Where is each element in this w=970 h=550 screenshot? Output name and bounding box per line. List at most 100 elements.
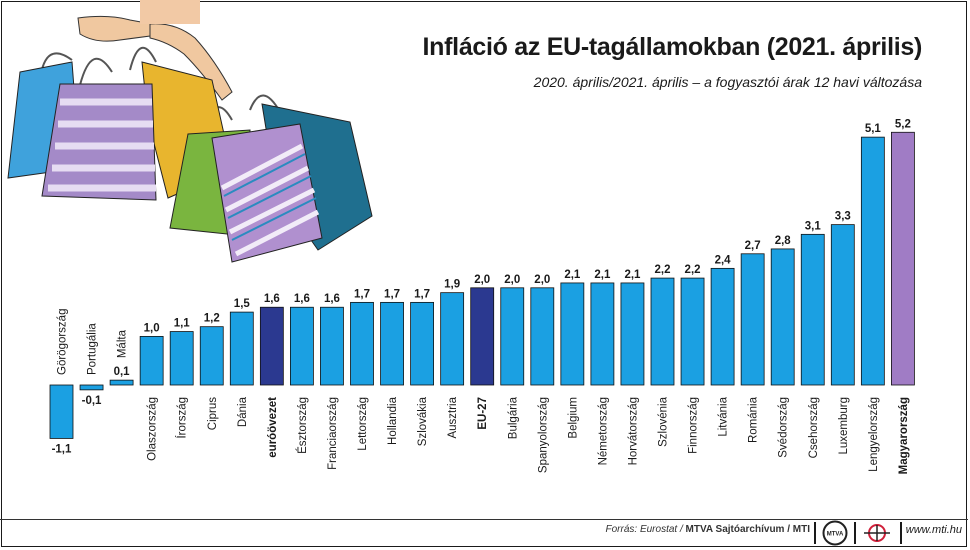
category-label: Luxemburg	[838, 397, 850, 455]
value-label: 3,3	[835, 211, 851, 223]
source-credit: Forrás: Eurostat / MTVA Sajtóarchívum / …	[606, 524, 811, 535]
category-label: Dánia	[237, 396, 249, 427]
value-label: 5,1	[865, 123, 882, 135]
category-label: Litvánia	[718, 396, 730, 436]
value-label: 1,6	[264, 293, 280, 305]
value-label: 3,1	[805, 220, 822, 232]
source-bold: MTVA Sajtóarchívum / MTI	[685, 524, 810, 535]
bar-svedorszag	[770, 248, 795, 386]
value-label: 1,1	[174, 318, 191, 330]
bar-franciaorszag	[320, 306, 344, 386]
bar-malta	[109, 379, 134, 386]
value-label: 2,7	[745, 240, 761, 252]
shopping-bags-illustration	[7, 0, 373, 263]
value-label: 2,8	[775, 235, 792, 247]
bar-magyarorszag	[891, 131, 915, 386]
category-label: Szlovénia	[658, 396, 670, 446]
bar-irorszag	[169, 331, 194, 386]
chart-subtitle: 2020. április/2021. április – a fogyaszt…	[533, 74, 922, 90]
bar-spanyolorszag	[530, 287, 555, 386]
category-label: Románia	[748, 396, 760, 443]
footer-separator	[854, 522, 856, 544]
category-label: Görögország	[57, 309, 69, 375]
bar-csehorszag	[800, 233, 825, 386]
value-label: 1,7	[414, 288, 430, 300]
bar-gorogorszag	[49, 384, 74, 439]
category-label: Ausztria	[447, 396, 459, 438]
category-label: Belgium	[567, 397, 579, 439]
category-label: Lengyelország	[868, 397, 880, 472]
value-label: 2,0	[504, 274, 520, 286]
value-label: 1,7	[354, 288, 370, 300]
source-prefix: Forrás: Eurostat /	[605, 524, 686, 535]
value-label: 2,2	[655, 264, 671, 276]
bar-hollandia	[380, 301, 404, 386]
bar-litvania	[710, 267, 735, 386]
bar-luxemburg	[830, 224, 855, 386]
value-label: 1,9	[444, 279, 460, 291]
bar-szlovenia	[650, 277, 675, 386]
value-label: 2,1	[564, 269, 581, 281]
category-label: Portugália	[87, 323, 99, 375]
bar-romania	[740, 253, 765, 386]
bar-lettorszag	[350, 301, 374, 386]
category-label: Svédország	[778, 397, 790, 458]
category-label: Ciprus	[207, 397, 219, 430]
value-label: 1,2	[204, 313, 220, 325]
value-label: 2,1	[594, 269, 611, 281]
category-label: Málta	[117, 329, 129, 358]
category-label: Írország	[176, 397, 189, 439]
bar-euroovezet	[259, 306, 284, 386]
category-label: Hollandia	[387, 396, 399, 445]
category-label: Lettország	[357, 397, 369, 451]
value-label: 1,7	[384, 288, 400, 300]
footer-separator	[814, 522, 816, 544]
bar-nemetorszag	[590, 282, 615, 386]
bar-finnorszag	[680, 277, 705, 386]
category-label: Magyarország	[898, 397, 910, 474]
bar-chart: -1,1 Görögország -0,1 Portugália 0,1 Málta 1,0…	[49, 118, 915, 474]
category-label: Bulgária	[507, 396, 519, 439]
category-label: Szlovákia	[417, 396, 429, 446]
website-url: www.mti.hu	[905, 524, 962, 536]
bar-dania	[229, 311, 254, 386]
value-label: 2,4	[715, 254, 732, 266]
value-label: 2,0	[534, 274, 550, 286]
bar-eu-27	[470, 287, 495, 386]
category-label: euróövezet	[267, 397, 279, 458]
category-label: Észtország	[296, 397, 309, 454]
value-label: 2,1	[624, 269, 641, 281]
category-label: Finnország	[688, 397, 700, 454]
category-label: EU-27	[477, 397, 489, 430]
bar-belgium	[560, 282, 585, 386]
bar-ausztria	[440, 292, 465, 386]
bar-ciprus	[199, 326, 224, 386]
value-label: -0,1	[82, 395, 102, 407]
bar-bulgaria	[500, 287, 525, 386]
category-label: Olaszország	[147, 397, 159, 461]
chart-title: Infláció az EU-tagállamokban (2021. ápri…	[422, 33, 923, 61]
bar-lengyelorszag	[860, 136, 885, 386]
bar-szlovakia	[410, 301, 435, 386]
value-label: 2,2	[685, 264, 701, 276]
value-label: 1,5	[234, 298, 251, 310]
mti-logo-icon	[864, 524, 890, 542]
category-label: Horvátország	[627, 397, 639, 465]
category-label: Franciaország	[327, 397, 339, 470]
value-label: 0,1	[114, 366, 131, 378]
footer-divider	[0, 519, 968, 520]
value-label: 5,2	[895, 118, 911, 130]
category-label: Spanyolország	[537, 397, 549, 473]
category-label: Csehország	[808, 397, 820, 458]
bar-horvatorszag	[620, 282, 645, 386]
mtva-logo-text: MTVA	[827, 532, 844, 538]
mtva-logo-icon: MTVA	[822, 520, 848, 546]
value-label: 1,0	[144, 322, 160, 334]
bar-olaszorszag	[139, 335, 164, 386]
value-label: 1,6	[294, 293, 310, 305]
bar-portugalia	[79, 384, 104, 391]
footer-separator	[900, 522, 902, 544]
value-label: 1,6	[324, 293, 340, 305]
value-label: 2,0	[474, 274, 490, 286]
